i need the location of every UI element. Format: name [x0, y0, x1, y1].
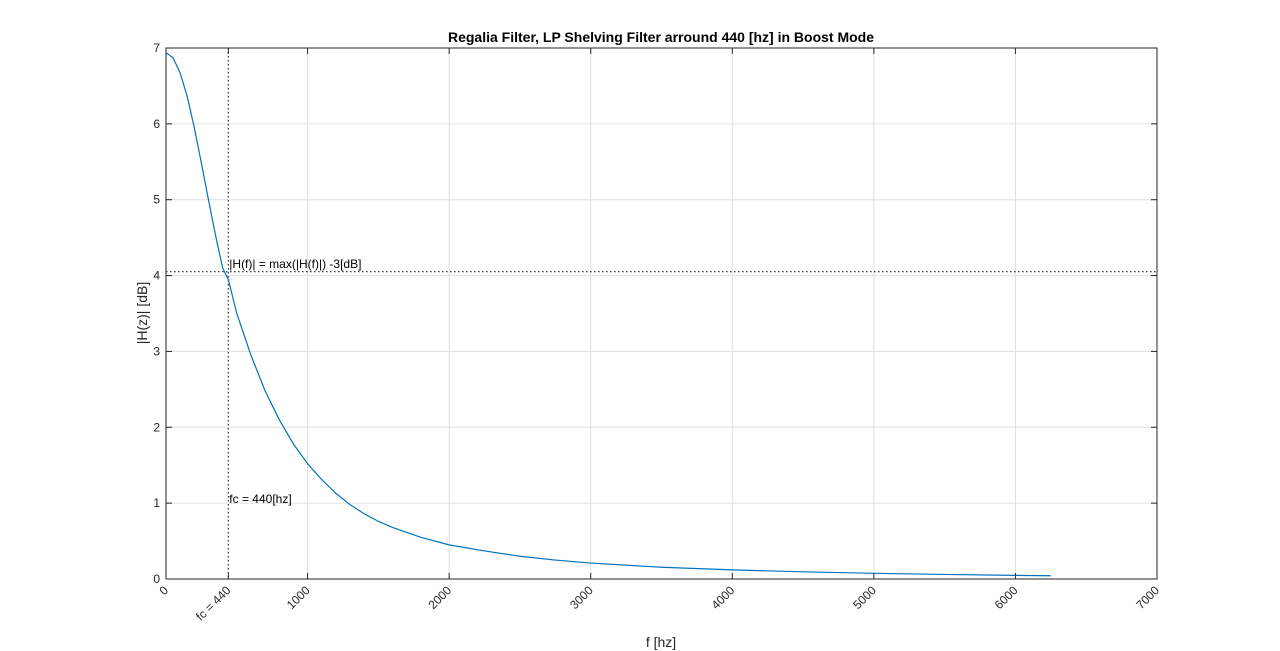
- x-tick-label: 2000: [425, 583, 454, 612]
- x-tick-label: 5000: [850, 583, 879, 612]
- annotation-label: |H(f)| = max(|H(f)|) -3[dB]: [229, 257, 361, 271]
- x-tick-label: 1000: [284, 583, 313, 612]
- y-axis-label: |H(z)| [dB]: [134, 282, 150, 345]
- y-tick-label: 5: [153, 193, 160, 207]
- x-tick-label: 6000: [992, 583, 1021, 612]
- series-line: [165, 52, 1051, 577]
- x-tick-label: 4000: [709, 583, 738, 612]
- y-tick-label: 1: [153, 496, 160, 510]
- y-tick-label: 7: [153, 41, 160, 55]
- y-tick-label: 3: [153, 344, 160, 358]
- chart-title: Regalia Filter, LP Shelving Filter arrou…: [448, 29, 874, 45]
- tick-marks: [165, 47, 1158, 580]
- axes-box: [165, 47, 1158, 580]
- y-tick-labels: 0 1 2 3 4 5 6 7: [153, 41, 160, 586]
- grid-layer: [166, 48, 1157, 579]
- reference-lines: [166, 48, 1157, 579]
- x-axis-label: f [hz]: [646, 634, 676, 650]
- y-tick-label: 0: [153, 572, 160, 586]
- x-tick-label: 3000: [567, 583, 596, 612]
- annotation-label: fc = 440[hz]: [229, 492, 291, 506]
- y-tick-label: 6: [153, 117, 160, 131]
- series-layer: [165, 52, 1051, 577]
- y-tick-label: 2: [153, 420, 160, 434]
- x-tick-label: fc = 440: [193, 583, 234, 624]
- x-tick-label: 7000: [1133, 583, 1162, 612]
- y-tick-label: 4: [153, 269, 160, 283]
- x-tick-labels: 0 fc = 440 1000 2000 3000 4000 5000 6000 7000: [156, 583, 1162, 624]
- annotations: |H(f)| = max(|H(f)|) -3[dB] fc = 440[hz]: [229, 257, 361, 506]
- plot-area: |H(f)| = max(|H(f)|) -3[dB] fc = 440[hz]: [165, 47, 1158, 580]
- plot-background: [166, 48, 1157, 579]
